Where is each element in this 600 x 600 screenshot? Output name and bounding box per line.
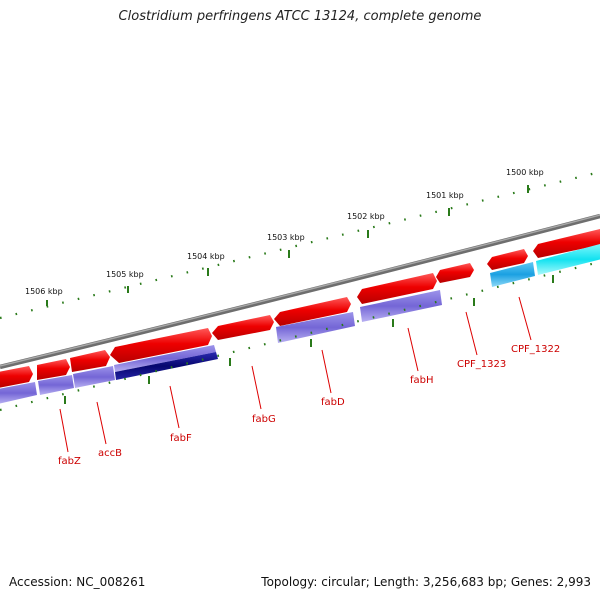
forward-gene — [274, 297, 351, 326]
leader-line — [518, 296, 532, 341]
map-title: Clostridium perfringens ATCC 13124, comp… — [118, 9, 482, 24]
cds-track — [0, 244, 600, 404]
outer-tick-track — [0, 170, 600, 320]
gene-label-cpf-1322[interactable]: CPF_1322 — [511, 344, 560, 355]
leader-line — [407, 327, 419, 372]
gene-label-accb[interactable]: accB — [98, 448, 122, 459]
gene-label-fabh[interactable]: fabH — [410, 375, 434, 386]
forward-gene — [487, 249, 528, 270]
gene-label-fabz[interactable]: fabZ — [58, 456, 81, 467]
cds-feature — [38, 375, 74, 395]
accession-value: NC_008261 — [76, 575, 146, 589]
length-label: Length: — [373, 575, 420, 589]
genes-value: 2,993 — [556, 575, 591, 589]
kbp-labels: 1506 kbp 1505 kbp 1504 kbp 1503 kbp 1502… — [25, 168, 544, 296]
cds-feature — [536, 244, 600, 275]
leader-line — [465, 311, 478, 356]
forward-gene — [110, 328, 212, 363]
gene-label-fabg[interactable]: fabG — [252, 414, 276, 425]
forward-strand-genes — [0, 229, 600, 388]
gene-leader-lines — [59, 296, 532, 453]
forward-gene — [533, 229, 600, 258]
cds-feature — [490, 262, 535, 287]
cds-feature — [360, 290, 442, 322]
genome-backbone — [0, 213, 600, 370]
kbp-label: 1505 kbp — [106, 270, 144, 279]
genes-label: Genes: — [510, 575, 553, 589]
leader-line — [96, 401, 107, 445]
kbp-label: 1503 kbp — [267, 233, 305, 242]
gene-label-cpf-1323[interactable]: CPF_1323 — [457, 359, 506, 370]
inner-major-ticks — [64, 275, 554, 404]
cds-feature — [114, 345, 216, 372]
length-value: 3,256,683 bp — [422, 575, 503, 589]
leader-line — [59, 408, 69, 453]
accession-label: Accession: — [9, 575, 73, 589]
kbp-label: 1500 kbp — [506, 168, 544, 177]
kbp-label: 1506 kbp — [25, 287, 63, 296]
forward-gene — [357, 273, 437, 304]
gene-label-fabd[interactable]: fabD — [321, 397, 345, 408]
cds-feature — [276, 312, 355, 343]
forward-gene — [70, 350, 110, 372]
topology-value: circular — [321, 575, 366, 589]
forward-gene — [436, 263, 474, 283]
forward-gene — [0, 366, 33, 388]
outer-major-ticks — [46, 185, 529, 306]
gene-label-fabf[interactable]: fabF — [170, 433, 192, 444]
forward-gene — [212, 315, 274, 340]
topology-label: Topology: — [261, 575, 318, 589]
leader-line — [169, 385, 180, 429]
cds-feature — [115, 352, 218, 380]
kbp-label: 1501 kbp — [426, 191, 464, 200]
leader-line — [321, 349, 332, 394]
forward-gene — [37, 359, 70, 380]
leader-line — [251, 365, 262, 410]
kbp-label: 1502 kbp — [347, 212, 385, 221]
cds-feature — [73, 366, 115, 388]
cds-feature — [0, 382, 37, 404]
kbp-label: 1504 kbp — [187, 252, 225, 261]
accession-info: Accession: NC_008261 — [9, 575, 145, 589]
gene-labels: fabZ accB fabF fabG fabD fabH CPF_1323 C… — [58, 344, 560, 467]
genome-summary: Topology: circular; Length: 3,256,683 bp… — [261, 575, 591, 589]
